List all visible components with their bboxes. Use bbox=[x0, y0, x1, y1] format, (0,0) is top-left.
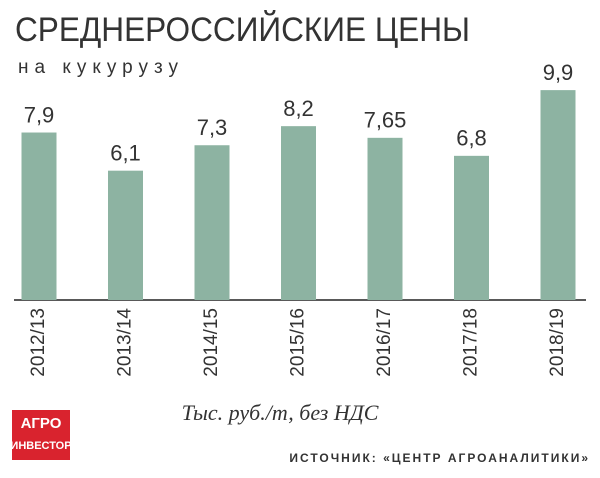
x-tick-label: 2016/17 bbox=[374, 308, 395, 377]
bar bbox=[21, 132, 57, 300]
logo-box bbox=[12, 410, 70, 460]
value-label: 7,65 bbox=[364, 108, 407, 133]
value-label: 6,8 bbox=[456, 126, 487, 151]
bar bbox=[454, 155, 489, 300]
x-tick-label: 2014/15 bbox=[201, 308, 222, 377]
value-label: 6,1 bbox=[110, 140, 141, 165]
chart-title: СРЕДНЕРОССИЙСКИЕ ЦЕНЫ bbox=[15, 11, 470, 49]
value-label: 7,3 bbox=[197, 115, 228, 140]
bar bbox=[281, 126, 316, 300]
chart-subtitle: на кукурузу bbox=[18, 57, 184, 78]
logo-text: ИНВЕСТОР bbox=[10, 440, 71, 452]
bar bbox=[108, 170, 143, 300]
bar bbox=[367, 137, 403, 300]
value-label: 9,9 bbox=[543, 60, 574, 85]
x-tick-label: 2017/18 bbox=[461, 308, 482, 377]
value-label: 8,2 bbox=[283, 96, 314, 121]
x-tick-label: 2013/14 bbox=[115, 308, 136, 377]
value-label: 7,9 bbox=[24, 102, 55, 127]
x-tick-label: 2015/16 bbox=[288, 308, 309, 377]
bar bbox=[540, 90, 576, 301]
source: ИСТОЧНИК: «ЦЕНТР АГРОАНАЛИТИКИ» bbox=[289, 451, 590, 465]
x-tick-label: 2018/19 bbox=[547, 308, 568, 377]
bar bbox=[194, 145, 230, 300]
unit-note: Тыс. руб./т, без НДС bbox=[182, 400, 379, 425]
logo-text: АГРО bbox=[21, 415, 62, 432]
x-tick-label: 2012/13 bbox=[28, 308, 49, 377]
